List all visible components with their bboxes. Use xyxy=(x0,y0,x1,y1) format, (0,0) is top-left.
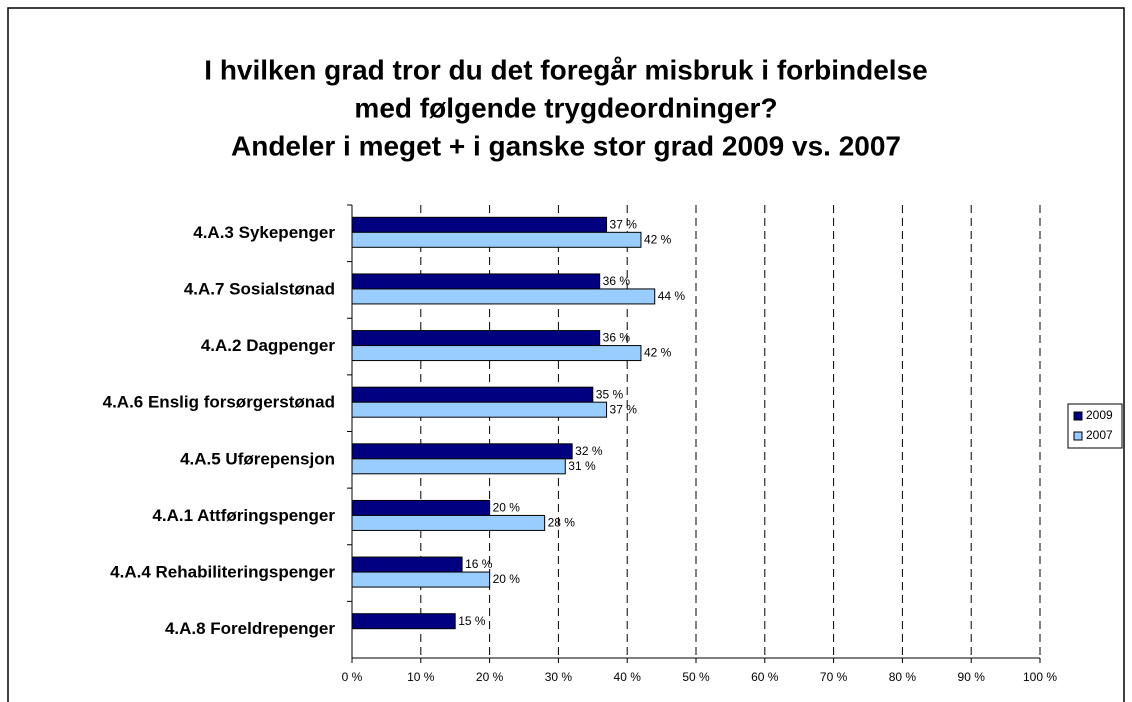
data-label: 28 % xyxy=(548,516,576,530)
bar xyxy=(351,386,594,403)
x-tick-label: 70 % xyxy=(820,670,848,684)
bar xyxy=(351,273,601,290)
bar xyxy=(351,401,608,418)
data-label: 20 % xyxy=(493,501,521,515)
data-label: 15 % xyxy=(458,614,486,628)
y-tick-label: 4.A.7 Sosialstønad xyxy=(184,279,335,298)
x-tick-label: 50 % xyxy=(682,670,710,684)
bar xyxy=(351,556,463,573)
y-tick-label: 4.A.1 Attføringspenger xyxy=(152,506,335,525)
legend-label: 2007 xyxy=(1086,428,1113,442)
y-tick-label: 4.A.5 Uførepensjon xyxy=(180,449,335,468)
bar xyxy=(351,514,546,531)
bar xyxy=(351,571,491,588)
chart-frame xyxy=(7,7,1125,702)
x-tick-label: 80 % xyxy=(889,670,917,684)
bar xyxy=(351,443,573,460)
bar xyxy=(351,330,601,347)
legend-box xyxy=(1067,403,1123,449)
x-tick-label: 40 % xyxy=(614,670,642,684)
x-tick-label: 30 % xyxy=(545,670,573,684)
chart-title: med følgende trygdeordninger? xyxy=(354,92,777,123)
y-tick-label: 4.A.3 Sykepenger xyxy=(193,223,335,242)
bar xyxy=(351,288,656,305)
legend-label: 2009 xyxy=(1086,408,1113,422)
chart-title: I hvilken grad tror du det foregår misbr… xyxy=(204,54,927,85)
legend-swatch xyxy=(1073,431,1083,441)
chart-title: Andeler i meget + i ganske stor grad 200… xyxy=(231,130,901,161)
data-label: 37 % xyxy=(610,217,638,231)
bar xyxy=(351,499,491,516)
bar xyxy=(351,231,642,248)
data-label: 32 % xyxy=(575,444,603,458)
x-tick-label: 90 % xyxy=(958,670,986,684)
data-label: 37 % xyxy=(610,402,638,416)
y-tick-label: 4.A.4 Rehabiliteringspenger xyxy=(110,563,335,582)
x-tick-label: 0 % xyxy=(342,670,363,684)
x-tick-label: 20 % xyxy=(476,670,504,684)
y-tick-label: 4.A.2 Dagpenger xyxy=(201,336,336,355)
bar xyxy=(351,216,608,233)
x-tick-label: 10 % xyxy=(407,670,435,684)
y-tick-label: 4.A.8 Foreldrepenger xyxy=(165,619,335,638)
data-label: 16 % xyxy=(465,557,493,571)
bar xyxy=(351,458,566,475)
data-label: 36 % xyxy=(603,274,631,288)
data-label: 20 % xyxy=(493,572,521,586)
bar xyxy=(351,613,456,630)
y-tick-label: 4.A.6 Enslig forsørgerstønad xyxy=(103,393,335,412)
bar xyxy=(351,345,642,362)
x-tick-label: 100 % xyxy=(1023,670,1057,684)
x-tick-label: 60 % xyxy=(751,670,779,684)
data-label: 35 % xyxy=(596,387,624,401)
data-label: 36 % xyxy=(603,331,631,345)
data-label: 42 % xyxy=(644,346,672,360)
data-label: 44 % xyxy=(658,289,686,303)
data-label: 31 % xyxy=(568,459,596,473)
data-label: 42 % xyxy=(644,232,672,246)
legend-swatch xyxy=(1073,411,1083,421)
